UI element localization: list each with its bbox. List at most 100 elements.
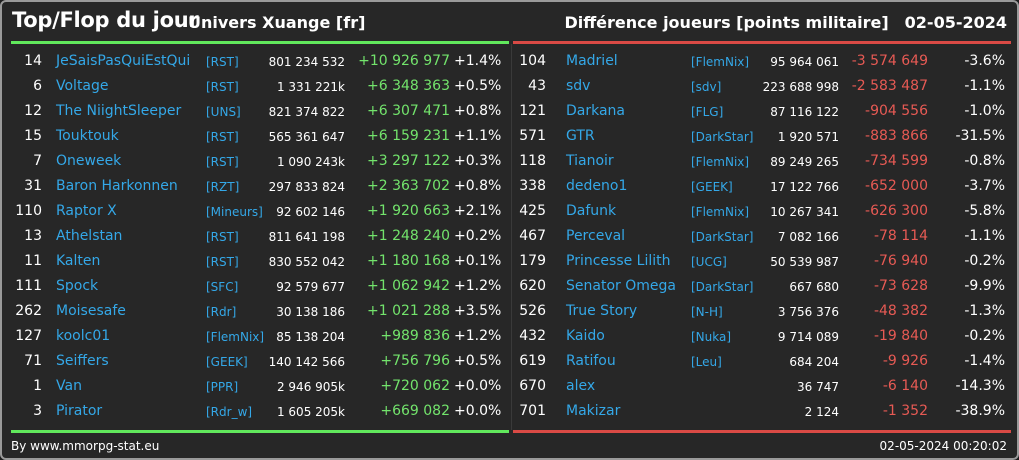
top-row: 71 Seiffers [GEEK] 140 142 566 +756 796 +0.5% [8,350,508,375]
flop-row: 179 Princesse Lilith [UCG] 50 539 987 -76 94… [512,250,1012,275]
player-points: 565 361 647 [268,130,345,144]
alliance-tag-link[interactable]: [DarkStar] [691,280,754,294]
player-points: 1 605 205k [276,405,345,419]
alliance-tag-link[interactable]: [RST] [206,155,239,169]
percent-change: -0.8% [964,153,1005,169]
alliance-tag-link[interactable]: [Leu] [691,355,722,369]
top-row: 11 Kalten [RST] 830 552 042 +1 180 168 +0.1% [8,250,508,275]
flop-row: 104 Madriel [FlemNix] 95 964 061 -3 574 649 -… [512,50,1012,75]
player-points: 92 602 146 [276,205,345,219]
player-name-link[interactable]: alex [566,378,596,394]
alliance-tag-link[interactable]: [FlemNix] [691,155,750,169]
player-name-link[interactable]: Perceval [566,228,626,244]
player-name-link[interactable]: Baron Harkonnen [56,178,178,194]
player-name-link[interactable]: GTR [566,128,595,144]
player-rank: 121 [519,103,546,119]
alliance-tag-link[interactable]: [DarkStar] [691,130,754,144]
player-name-link[interactable]: JeSaisPasQuiEstQui [56,53,191,69]
top-gainers-panel: 14 JeSaisPasQuiEstQui [RST] 801 234 532 +10 … [8,50,508,425]
player-name-link[interactable]: The NiightSleeper [56,103,182,119]
percent-change: -1.1% [964,228,1005,244]
top-row: 6 Voltage [RST] 1 331 221k +6 348 363 +0.5% [8,75,508,100]
alliance-tag-link[interactable]: [FlemNix] [206,330,265,344]
alliance-tag-link[interactable]: [FLG] [691,105,724,119]
player-name-link[interactable]: Madriel [566,53,618,69]
percent-change: -5.8% [964,203,1005,219]
player-name-link[interactable]: Ratifou [566,353,616,369]
alliance-tag-link[interactable]: [FlemNix] [691,55,750,69]
credit-link[interactable]: By www.mmorpg-stat.eu [11,439,160,453]
top-row: 12 The NiightSleeper [UNS] 821 374 822 +6 30… [8,100,508,125]
percent-change: +0.0% [454,403,502,419]
alliance-tag-link[interactable]: [Rdr_w] [206,405,253,419]
alliance-tag-link[interactable]: [UNS] [206,105,241,119]
alliance-tag-link[interactable]: [Mineurs] [206,205,263,219]
alliance-tag-link[interactable]: [GEEK] [206,355,248,369]
alliance-tag-link[interactable]: [PPR] [206,380,239,394]
player-name-link[interactable]: dedeno1 [566,178,628,194]
player-name-link[interactable]: Senator Omega [566,278,676,294]
player-name-link[interactable]: sdv [566,78,591,94]
player-points: 87 116 122 [770,105,839,119]
player-name-link[interactable]: Seiffers [56,353,109,369]
player-rank: 11 [24,253,42,269]
player-name-link[interactable]: Princesse Lilith [566,253,671,269]
player-points: 36 747 [797,380,839,394]
alliance-tag-link[interactable]: [sdv] [691,80,722,94]
player-name-link[interactable]: Spock [56,278,99,294]
player-name-link[interactable]: Kaido [566,328,605,344]
player-name-link[interactable]: Tianoir [566,153,614,169]
player-name-link[interactable]: Makizar [566,403,621,419]
player-name-link[interactable]: Pirator [56,403,103,419]
alliance-tag-link[interactable]: [RST] [206,255,239,269]
points-difference: -6 140 [882,378,928,394]
points-difference: -19 840 [873,328,928,344]
player-rank: 432 [519,328,546,344]
alliance-tag-link[interactable]: [RZT] [206,180,240,194]
points-difference: +10 926 977 [358,53,450,69]
alliance-tag-link[interactable]: [Nuka] [691,330,732,344]
alliance-tag-link[interactable]: [RST] [206,80,239,94]
alliance-tag-link[interactable]: [DarkStar] [691,230,754,244]
player-name-link[interactable]: Darkana [566,103,626,119]
player-name-link[interactable]: Dafunk [566,203,617,219]
points-difference: +6 159 231 [367,128,450,144]
flop-row: 701 Makizar 2 124 -1 352 -38.9% [512,400,1012,425]
alliance-tag-link[interactable]: [SFC] [206,280,239,294]
alliance-tag-link[interactable]: [RST] [206,130,239,144]
top-row: 15 Touktouk [RST] 565 361 647 +6 159 231 +1.1… [8,125,508,150]
alliance-tag-link[interactable]: [Rdr] [206,305,237,319]
player-name-link[interactable]: True Story [566,303,638,319]
top-bar-red [513,41,1011,44]
player-name-link[interactable]: Van [56,378,82,394]
percent-change: +0.8% [454,178,502,194]
player-name-link[interactable]: Raptor X [56,203,117,219]
player-name-link[interactable]: Athelstan [56,228,123,244]
percent-change: -1.4% [964,353,1005,369]
alliance-tag-link[interactable]: [N-H] [691,305,723,319]
player-points: 7 082 166 [777,230,839,244]
player-name-link[interactable]: Oneweek [56,153,122,169]
points-difference: +1 180 168 [367,253,450,269]
player-points: 30 138 186 [276,305,345,319]
player-rank: 110 [15,203,42,219]
alliance-tag-link[interactable]: [FlemNix] [691,205,750,219]
player-rank: 179 [519,253,546,269]
alliance-tag-link[interactable]: [RST] [206,55,239,69]
player-rank: 262 [15,303,42,319]
alliance-tag-link[interactable]: [RST] [206,230,239,244]
alliance-tag-link[interactable]: [GEEK] [691,180,733,194]
player-name-link[interactable]: Voltage [56,78,109,94]
header-right: Différence joueurs [points militaire] 02… [564,13,1007,32]
player-rank: 7 [33,153,42,169]
flop-row: 118 Tianoir [FlemNix] 89 249 265 -734 599 -0.… [512,150,1012,175]
player-name-link[interactable]: Moisesafe [56,303,126,319]
player-name-link[interactable]: Touktouk [56,128,119,144]
flop-row: 121 Darkana [FLG] 87 116 122 -904 556 -1.0% [512,100,1012,125]
player-name-link[interactable]: Kalten [56,253,101,269]
points-difference: +1 021 288 [367,303,450,319]
points-difference: -78 114 [873,228,928,244]
alliance-tag-link[interactable]: [UCG] [691,255,727,269]
percent-change: -14.3% [955,378,1005,394]
player-name-link[interactable]: koolc01 [56,328,111,344]
